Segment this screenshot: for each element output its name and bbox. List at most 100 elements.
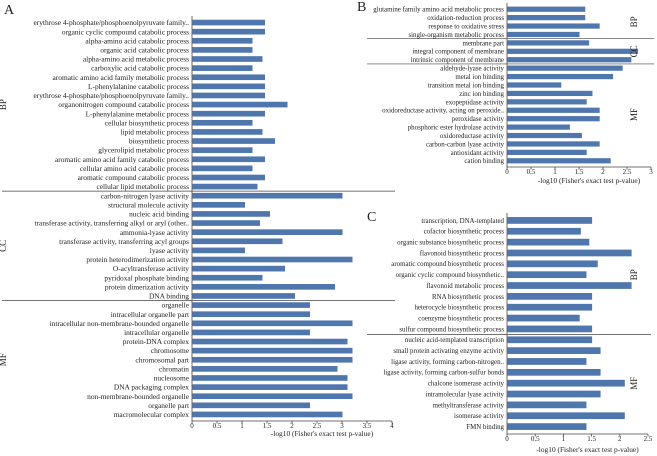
panel-a-bar-chromosomal-part [192,356,353,363]
panel-a-category-label: nucleic acid binding [129,210,189,219]
panel-a-category-label: organonitrogen compound catabolic proces… [58,100,189,109]
panel-a-category-label: ammonia-lyase activity [120,228,189,237]
panel-a-group-label-mf: MF [0,353,8,366]
panel-a-bar-lipid-metabolic-process [192,129,263,135]
panel-b-category-label: metal ion binding [455,74,504,81]
panel-c-bar-flavonoid-metabolic-process [507,282,632,289]
panel-b-bar-cation-binding [507,158,611,164]
panel-a-bar-aromatic-amino-acid-family-metabolic-process [192,74,265,81]
panel-b-x-tick-label: 0 [505,168,509,176]
panel-a-bar-glycerolipid-metabolic-process [192,147,253,153]
panel-c-category-label: chalcone isomerase activity [428,381,505,388]
panel-a-category-label: erythrose 4-phosphate/phosphoenolpyruvat… [33,91,189,100]
panel-a-category-label: chromatin [159,364,189,373]
panel-a-category-label: chromosomal part [135,355,190,364]
panel-c-bar-coenzyme-biosynthetic-process [507,314,580,322]
panel-b-bar-integral-component-of-membrane [507,48,639,54]
panel-c-category-label: RNA biosynthetic process [432,294,504,301]
panel-c-bar-methyltransferase-activity [507,401,587,409]
panel-b-category-label: integral component of membrane [412,49,504,56]
panel-a-category-label: organic acid catabolic process [100,45,189,54]
panel-c-category-label: ligase activity, forming carbon-sulfur b… [383,370,504,377]
panel-b-x-tick-label: 3 [649,168,653,176]
panel-a-category-label: alpha-amino acid metabolic process [83,55,189,64]
panel-a-bar-aromatic-amino-acid-family-catabolic-process [192,156,265,163]
panel-c-x-tick-label: 2 [618,435,622,443]
panel-b-x-tick-label: 1.5 [575,168,584,176]
panel-c-bar-nucleic-acid-templated-transcription [507,336,593,344]
panel-b-bar-glutamine-family-amino-acid-metabolic-process [507,6,586,12]
panel-a-category-label: pyridoxal phosphate binding [104,273,189,282]
panel-c-x-tick-label: 1 [562,435,566,443]
panel-b-bar-antioxidant-activity [507,149,587,155]
panel-a-category-label: intracellular organelle part [111,310,190,319]
panel-a-category-label: cellular amino acid catabolic process [80,164,189,173]
panel-a-bar-pyridoxal-phosphate-binding [192,274,263,281]
panel-a-category-label: L-phenylalanine catabolic process [88,82,189,91]
panel-a-bar-protein-dimerization-activity [192,284,335,290]
panel-b-category-label: zinc ion binding [459,91,504,98]
panel-a-category-label: aromatic amino acid family metabolic pro… [53,73,190,82]
panel-c-category-label: intramolecular lyase activity [426,391,505,398]
panel-b-category-label: transition metal ion binding [428,82,505,89]
panel-a-bar-intracellular-non-membrane-bounded-organelle [192,320,353,327]
panel-b-bar-oxidoreductase-activity-acting-on-peroxide [507,107,600,113]
panel-b-bar-oxidoreductase-activity [507,132,582,139]
panel-a-category-label: aromatic amino acid family catabolic pro… [55,155,189,164]
panel-a-x-tick-label: 2.5 [313,422,322,430]
panel-a-bar-chromatin [192,366,338,372]
panel-a-bar-alpha-amino-acid-catabolic-process [192,37,253,44]
panel-b-category-label: intrinsic component of membrane [411,57,504,64]
panel-b-x-axis-title: -log10 (Fisher's exact test p-value) [538,176,641,185]
panel-b-category-label: membrane part [462,40,504,47]
panel-a-category-label: macromolecular complex [114,410,190,419]
panel-a-category-label: biosynthetic process [129,137,189,146]
panel-b-category-label: response to oxidative stress [428,23,504,30]
panel-a-bar-cellular-biosynthetic-process [192,119,253,126]
panel-a-category-label: L-phenylalanine metabolic process [86,109,190,118]
panel-c-category-label: isomerase activity [454,413,504,420]
panel-c-category-label: transcription, DNA-templated [421,218,504,225]
panel-a-category-label: non-membrane-bounded organelle [87,392,190,401]
panel-a-bar-cellular-amino-acid-catabolic-process [192,165,253,172]
panel-a-bar-organic-cyclic-compound-catabolic-process [192,28,265,35]
panel-a-category-label: DNA binding [149,292,189,301]
panel-a-category-label: protein-DNA complex [123,337,190,346]
panel-a-bar-intracellular-organelle-part [192,311,310,318]
panel-b-category-label: aldehyde-lyase activity [440,66,504,73]
panel-c-category-label: organic substance biosynthetic process [397,240,504,247]
panel-c-category-label: FMN binding [466,424,504,431]
panel-c-bar-intramolecular-lyase-activity [507,390,601,398]
panel-b-category-label: oxidation-reduction process [427,15,504,22]
panel-a-category-label: carboxylic acid catabolic process [91,64,189,73]
panel-c-category-label: flavonoid metabolic process [426,283,504,290]
panel-b-group-label-mf: MF [629,108,639,121]
panel-a-x-tick-label: 1.5 [263,422,272,430]
panel-c-group-label-mf: MF [629,377,639,390]
panel-a-category-label: intracellular non-membrane-bounded organ… [50,319,190,328]
panel-a-category-label: O-acyltransferase activity [113,264,189,273]
panel-b-bar-peroxidase-activity [507,116,600,122]
panel-a-bar-chromosome [192,347,353,354]
panel-c-bar-organic-substance-biosynthetic-process [507,238,590,246]
panel-a-category-label: DNA packaging complex [114,383,189,392]
panel-a-bar-aromatic-compound-catabolic-process [192,174,265,181]
panel-a-bar-biosynthetic-process [192,138,275,144]
panel-a-bar-dna-packaging-complex [192,384,348,390]
panel-c-bar-cofactor-biosynthetic-process [507,227,581,235]
panel-b-bar-carbon-carbon-lyase-activity [507,141,600,147]
panel-a-bar-ammonia-lyase-activity [192,229,343,235]
panel-b-bar-intrinsic-component-of-membrane [507,57,632,63]
panel-b-category-label: exopeptidase activity [446,99,505,106]
panel-b-x-tick-label: 2.5 [623,168,632,176]
panel-a-category-label: chromosome [151,346,190,355]
panel-a-bar-nucleic-acid-binding [192,211,270,217]
panel-b-group-label-bp: BP [629,16,639,27]
panel-a-bar-carbon-nitrogen-lyase-activity [192,192,343,199]
panel-b-bar-single-organism-metabolic-process [507,31,580,38]
panel-c-x-tick-label: 2.5 [644,435,653,443]
panel-a-bar-organelle [192,302,310,308]
panel-a-group-label-bp: BP [0,99,8,110]
panel-a-bar-dna-binding [192,293,295,299]
panel-b-letter: B [357,0,366,15]
